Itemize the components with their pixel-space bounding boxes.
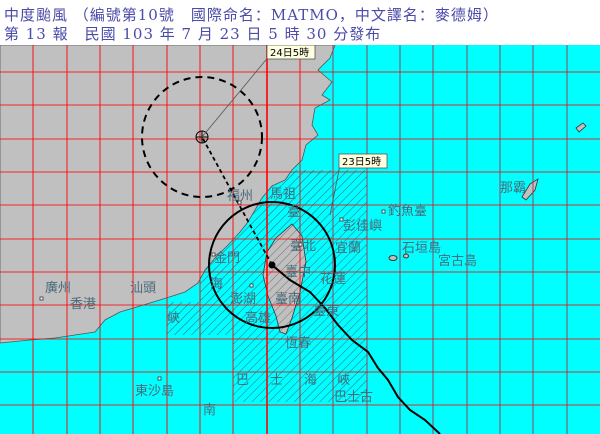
place-bashi-4: 峽 bbox=[337, 373, 350, 388]
label-24h: 24日5時 bbox=[266, 45, 316, 60]
place-fuzhou: 福州 bbox=[227, 189, 253, 204]
place-dongsha: 東沙島 bbox=[135, 383, 174, 399]
place-diaoyu: 釣魚臺 bbox=[388, 203, 427, 219]
label-leader-23h bbox=[329, 164, 341, 216]
place-kaohsiung: 高雄 bbox=[245, 310, 271, 326]
forecast-24h-radius bbox=[141, 76, 263, 198]
place-hualien: 花蓮 bbox=[320, 271, 346, 287]
past-track bbox=[271, 264, 441, 434]
ishigaki-island bbox=[388, 255, 398, 261]
place-tai: 臺 bbox=[287, 205, 300, 220]
label-23h: 23日5時 bbox=[338, 153, 388, 169]
lat-lon-grid bbox=[0, 45, 600, 434]
place-dots bbox=[39, 200, 386, 381]
svg-text:23日5時: 23日5時 bbox=[342, 156, 381, 168]
place-hengchun: 恆春 bbox=[285, 336, 311, 351]
place-pengjia: 彭佳嶼 bbox=[343, 219, 382, 234]
place-mazu: 馬祖 bbox=[270, 187, 296, 202]
place-miyako: 宮古島 bbox=[438, 253, 477, 269]
place-penghu: 澎湖 bbox=[230, 292, 256, 307]
place-taitung: 臺東 bbox=[313, 303, 339, 319]
place-kinmen: 金門 bbox=[214, 250, 240, 266]
map-canvas: 24日5時 23日5時 福州 馬祖 臺 臺北 彭佳嶼 釣魚臺 宜蘭 石垣島 宮古… bbox=[0, 45, 600, 434]
okinawa bbox=[521, 178, 539, 201]
place-ishigaki: 石垣島 bbox=[402, 241, 441, 256]
forecast-track bbox=[201, 136, 273, 266]
place-nan: 南 bbox=[203, 402, 216, 418]
place-hai: 海 bbox=[210, 277, 223, 292]
place-shantou: 汕頭 bbox=[130, 281, 156, 296]
label-leader-24h bbox=[201, 54, 271, 138]
place-taipei: 臺北 bbox=[290, 239, 316, 254]
place-taichung: 臺中 bbox=[285, 265, 311, 280]
place-bashi-1: 巴 bbox=[236, 373, 249, 388]
place-bashigu: 巴士古 bbox=[334, 390, 373, 405]
typhoon-title: 中度颱風 （編號第10號 國際命名：MATMO，中文譯名：麥德姆） bbox=[4, 6, 499, 24]
place-labels: 福州 馬祖 臺 臺北 彭佳嶼 釣魚臺 宜蘭 石垣島 宮古島 金門 臺中 花蓮 澎… bbox=[45, 181, 526, 418]
issue-time: 第 13 報 民國 103 年 7 月 23 日 5 時 30 分發布 bbox=[4, 25, 382, 43]
svg-text:24日5時: 24日5時 bbox=[270, 47, 309, 59]
place-guangzhou: 廣州 bbox=[45, 281, 71, 296]
current-storm-radius bbox=[208, 201, 336, 329]
amami bbox=[575, 122, 587, 133]
place-xia: 峽 bbox=[167, 311, 180, 326]
place-hongkong: 香港 bbox=[70, 297, 96, 312]
current-position-marker bbox=[268, 261, 276, 269]
place-bashi-2: 士 bbox=[270, 373, 283, 388]
place-yilan: 宜蘭 bbox=[335, 240, 361, 256]
place-bashi-3: 海 bbox=[304, 373, 317, 388]
miyako-island bbox=[403, 253, 409, 259]
place-naha: 那霸 bbox=[500, 181, 526, 196]
place-tainan: 臺南 bbox=[275, 291, 301, 307]
